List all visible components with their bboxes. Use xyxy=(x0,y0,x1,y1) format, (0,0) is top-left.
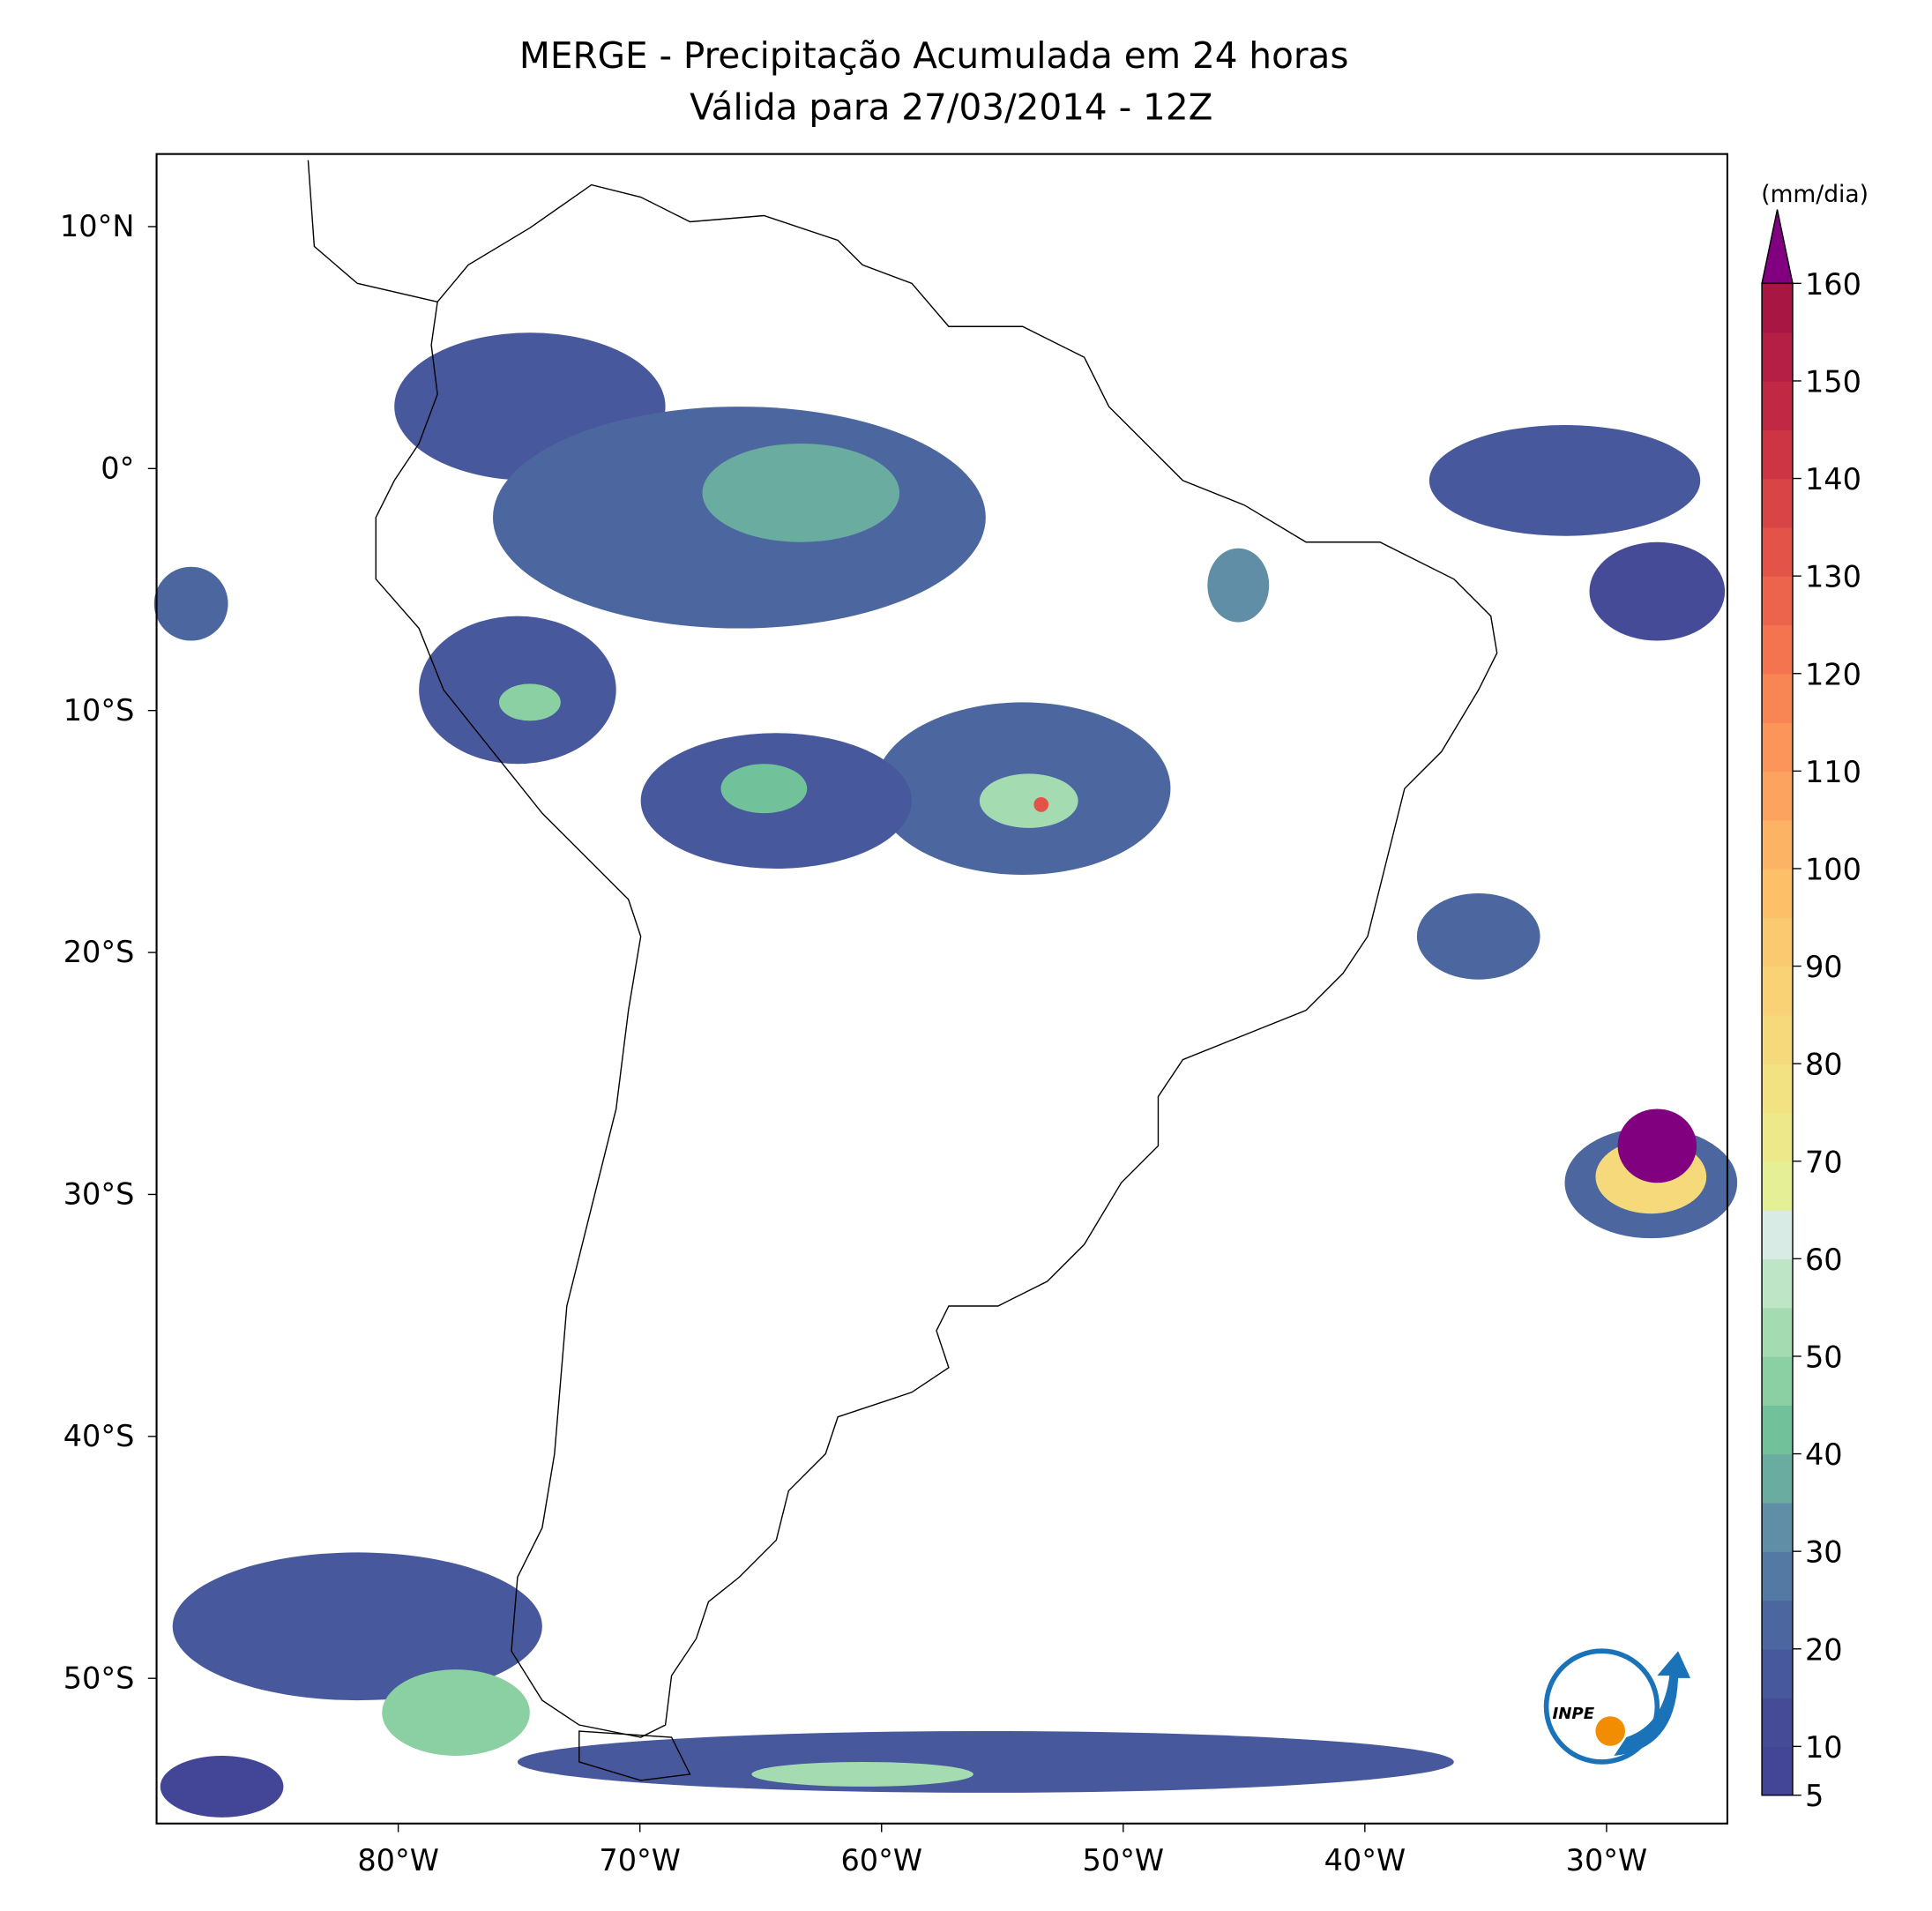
x-tick-label: 80°W xyxy=(357,1843,439,1877)
colorbar-tick-label: 90 xyxy=(1805,950,1843,984)
colorbar-tick-label: 20 xyxy=(1805,1632,1843,1667)
colorbar-bin xyxy=(1762,1112,1793,1162)
y-tick-label: 10°S xyxy=(63,693,135,728)
coastlines xyxy=(307,160,1498,1781)
colorbar-tick-label: 70 xyxy=(1805,1145,1843,1179)
colorbar-frame xyxy=(1761,282,1794,1796)
colorbar-bin xyxy=(1762,1210,1793,1260)
x-tick-label: 70°W xyxy=(599,1843,681,1877)
colorbar-bin xyxy=(1762,1453,1793,1504)
y-tick-label: 30°S xyxy=(63,1177,135,1212)
colorbar-bin xyxy=(1762,722,1793,773)
colorbar-tick-label: 10 xyxy=(1805,1730,1843,1765)
x-tick-label: 50°W xyxy=(1083,1843,1165,1877)
colorbar-bin xyxy=(1762,1648,1793,1698)
colorbar-tick-label: 30 xyxy=(1805,1535,1843,1570)
y-tick-label: 40°S xyxy=(63,1419,135,1453)
colorbar-bin xyxy=(1762,1746,1793,1796)
colorbar-tick-label: 140 xyxy=(1805,462,1861,496)
colorbar-bin xyxy=(1762,819,1793,870)
colorbar-bin xyxy=(1762,1014,1793,1064)
colorbar-tick-label: 110 xyxy=(1805,755,1861,789)
x-tick-label: 30°W xyxy=(1566,1843,1648,1877)
colorbar-bin xyxy=(1762,868,1793,918)
colorbar-bin xyxy=(1762,283,1793,333)
colorbar-bin xyxy=(1762,771,1793,821)
precipitation-field xyxy=(153,332,1738,1818)
colorbar-bin xyxy=(1762,576,1793,626)
x-tick-label: 60°W xyxy=(840,1843,922,1877)
colorbar-bin xyxy=(1762,966,1793,1016)
colorbar-bin xyxy=(1762,624,1793,675)
colorbar-bin xyxy=(1762,478,1793,528)
colorbar-bin xyxy=(1762,1600,1793,1650)
colorbar-tick-label: 5 xyxy=(1805,1779,1824,1813)
logo-text: INPE xyxy=(1552,1705,1594,1723)
colorbar-bin xyxy=(1762,1064,1793,1114)
y-tick-label: 0° xyxy=(101,452,134,486)
colorbar-bin xyxy=(1762,1258,1793,1309)
y-tick-label: 20°S xyxy=(63,935,135,969)
subtitle: Válida para 27/03/2014 - 12Z xyxy=(690,86,1212,129)
colorbar-bin xyxy=(1762,673,1793,723)
colorbar-tick-label: 80 xyxy=(1805,1048,1843,1082)
map-frame xyxy=(155,153,1728,1825)
colorbar-tick-label: 150 xyxy=(1805,365,1861,399)
colorbar-bin xyxy=(1762,429,1793,480)
colorbar-bin xyxy=(1762,1698,1793,1748)
colorbar-bin xyxy=(1762,332,1793,382)
y-tick-label: 10°N xyxy=(60,209,134,243)
colorbar-tick-label: 130 xyxy=(1805,560,1861,594)
colorbar-bin xyxy=(1762,1307,1793,1357)
colorbar-bin xyxy=(1762,1551,1793,1601)
colorbar-bin xyxy=(1762,1355,1793,1406)
colorbar-bin xyxy=(1762,1502,1793,1552)
colorbar-tick-label: 50 xyxy=(1805,1340,1843,1375)
colorbar-tick-label: 160 xyxy=(1805,267,1861,302)
colorbar-tick-label: 120 xyxy=(1805,657,1861,691)
inpe-logo: INPE xyxy=(1543,1648,1691,1765)
colorbar-bin xyxy=(1762,1161,1793,1211)
colorbar-tick-label: 100 xyxy=(1805,853,1861,887)
colorbar-tick-label: 60 xyxy=(1805,1243,1843,1277)
x-tick-label: 40°W xyxy=(1324,1843,1406,1877)
colorbar-bin xyxy=(1762,1405,1793,1455)
colorbar-extend xyxy=(1761,209,1794,285)
colorbar-bin xyxy=(1762,380,1793,430)
colorbar-tick-label: 40 xyxy=(1805,1437,1843,1472)
title: MERGE - Precipitação Acumulada em 24 hor… xyxy=(519,34,1348,77)
y-tick-label: 50°S xyxy=(63,1661,135,1695)
colorbar-bin xyxy=(1762,526,1793,577)
colorbar-bin xyxy=(1762,917,1793,967)
colorbar-label: (mm/dia) xyxy=(1761,181,1869,208)
